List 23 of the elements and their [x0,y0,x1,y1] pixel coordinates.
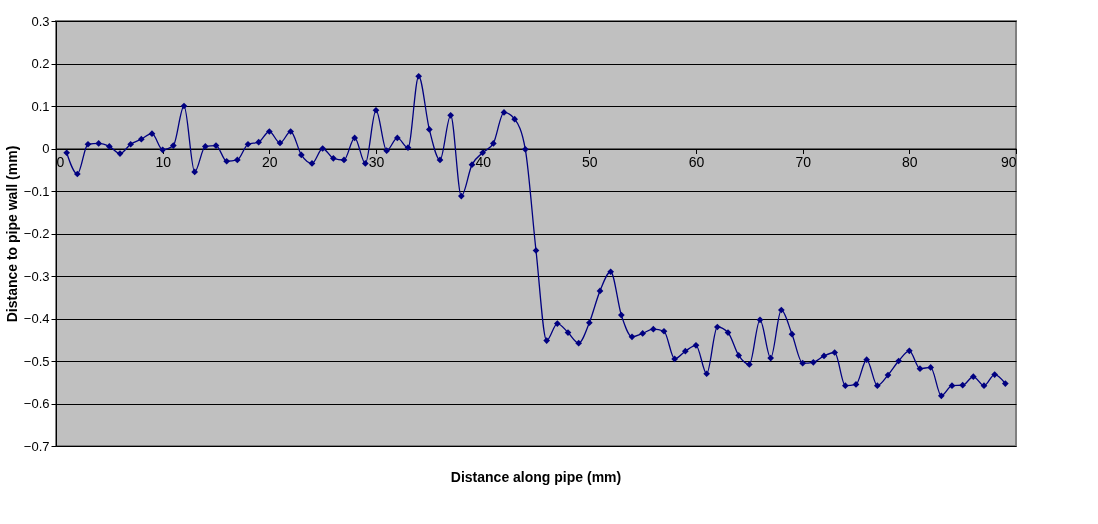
y-axis-title: Distance to pipe wall (mm) [3,145,20,323]
y-tick-label: −0.6 [23,396,50,411]
x-tick-label: 40 [475,154,492,170]
y-tick-label: −0.2 [23,226,50,241]
x-tick-label: 70 [795,154,812,170]
y-tick-label: 0.3 [31,13,50,29]
x-tick-label: 0 [56,154,65,170]
x-tick-label: 90 [1000,154,1017,170]
x-tick-label: 60 [688,154,705,170]
x-tick-label: 50 [582,154,598,170]
y-tick-label: 0 [42,141,50,156]
x-axis-title: Distance along pipe (mm) [450,469,622,485]
x-tick-label: 80 [902,154,918,170]
y-tick-label: −0.4 [23,311,50,326]
y-tick-label: −0.5 [23,353,50,369]
y-tick-label: −0.3 [23,268,50,284]
x-tick-label: 30 [368,154,385,170]
y-tick-label: −0.1 [23,183,50,199]
y-tick-label: −0.7 [23,438,50,454]
x-tick-label: 20 [262,154,278,170]
y-tick-label: 0.2 [31,56,50,71]
x-tick-label: 10 [155,154,172,170]
y-tick-label: 0.1 [31,98,50,114]
